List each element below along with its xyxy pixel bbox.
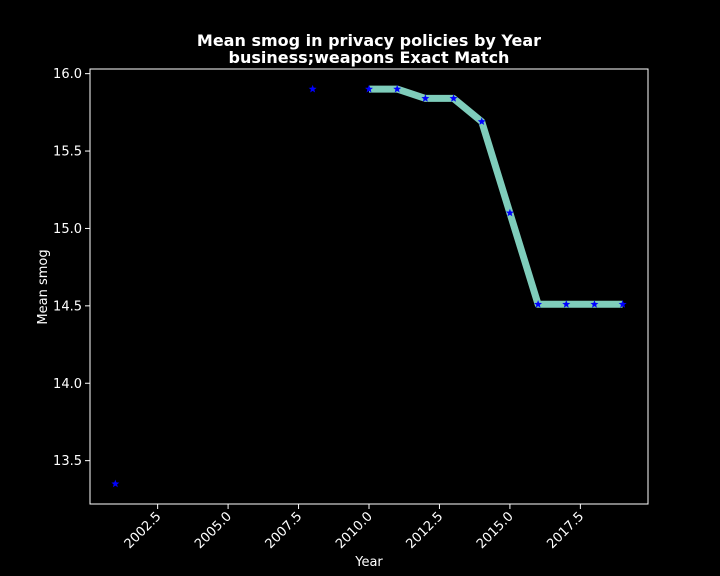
plot-area <box>89 68 649 505</box>
y-tick-label: 15.5 <box>53 145 82 160</box>
y-axis: 13.5 14.0 14.5 15.0 15.5 16.0 <box>53 67 90 469</box>
x-tick-label: 2015.0 <box>474 509 517 552</box>
y-tick-label: 16.0 <box>53 67 82 82</box>
x-tick-label: 2005.0 <box>192 509 235 552</box>
x-tick-label: 2010.0 <box>333 509 376 552</box>
data-point-marker <box>505 208 514 217</box>
data-point-marker <box>421 94 430 102</box>
y-tick-label: 14.5 <box>53 299 82 314</box>
x-tick-label: 2017.5 <box>544 509 587 552</box>
data-point-marker <box>393 84 402 93</box>
chart-subtitle: business;weapons Exact Match <box>229 48 510 67</box>
x-axis-label: Year <box>354 555 383 570</box>
data-point-marker <box>308 84 317 93</box>
marker-layer <box>111 84 627 488</box>
data-point-marker <box>111 479 120 488</box>
chart-title: Mean smog in privacy policies by Year <box>197 31 541 50</box>
x-axis: 2002.5 2005.0 2007.5 2010.0 2012.5 2015.0 2017… <box>122 504 587 552</box>
data-point-marker <box>618 300 627 308</box>
y-tick-label: 14.0 <box>53 377 82 392</box>
series-layer <box>369 85 623 308</box>
data-point-marker <box>562 300 571 308</box>
y-tick-label: 15.0 <box>53 222 82 237</box>
x-tick-label: 2012.5 <box>404 509 447 552</box>
data-point-marker <box>534 300 543 308</box>
x-tick-label: 2007.5 <box>263 509 306 552</box>
data-point-marker <box>449 94 458 102</box>
data-point-marker <box>477 117 486 126</box>
y-axis-label: Mean smog <box>36 249 51 324</box>
data-point-marker <box>590 300 599 308</box>
x-tick-label: 2002.5 <box>122 509 165 552</box>
data-point-marker <box>365 84 373 93</box>
y-tick-label: 13.5 <box>53 454 82 469</box>
series-line <box>369 85 623 308</box>
